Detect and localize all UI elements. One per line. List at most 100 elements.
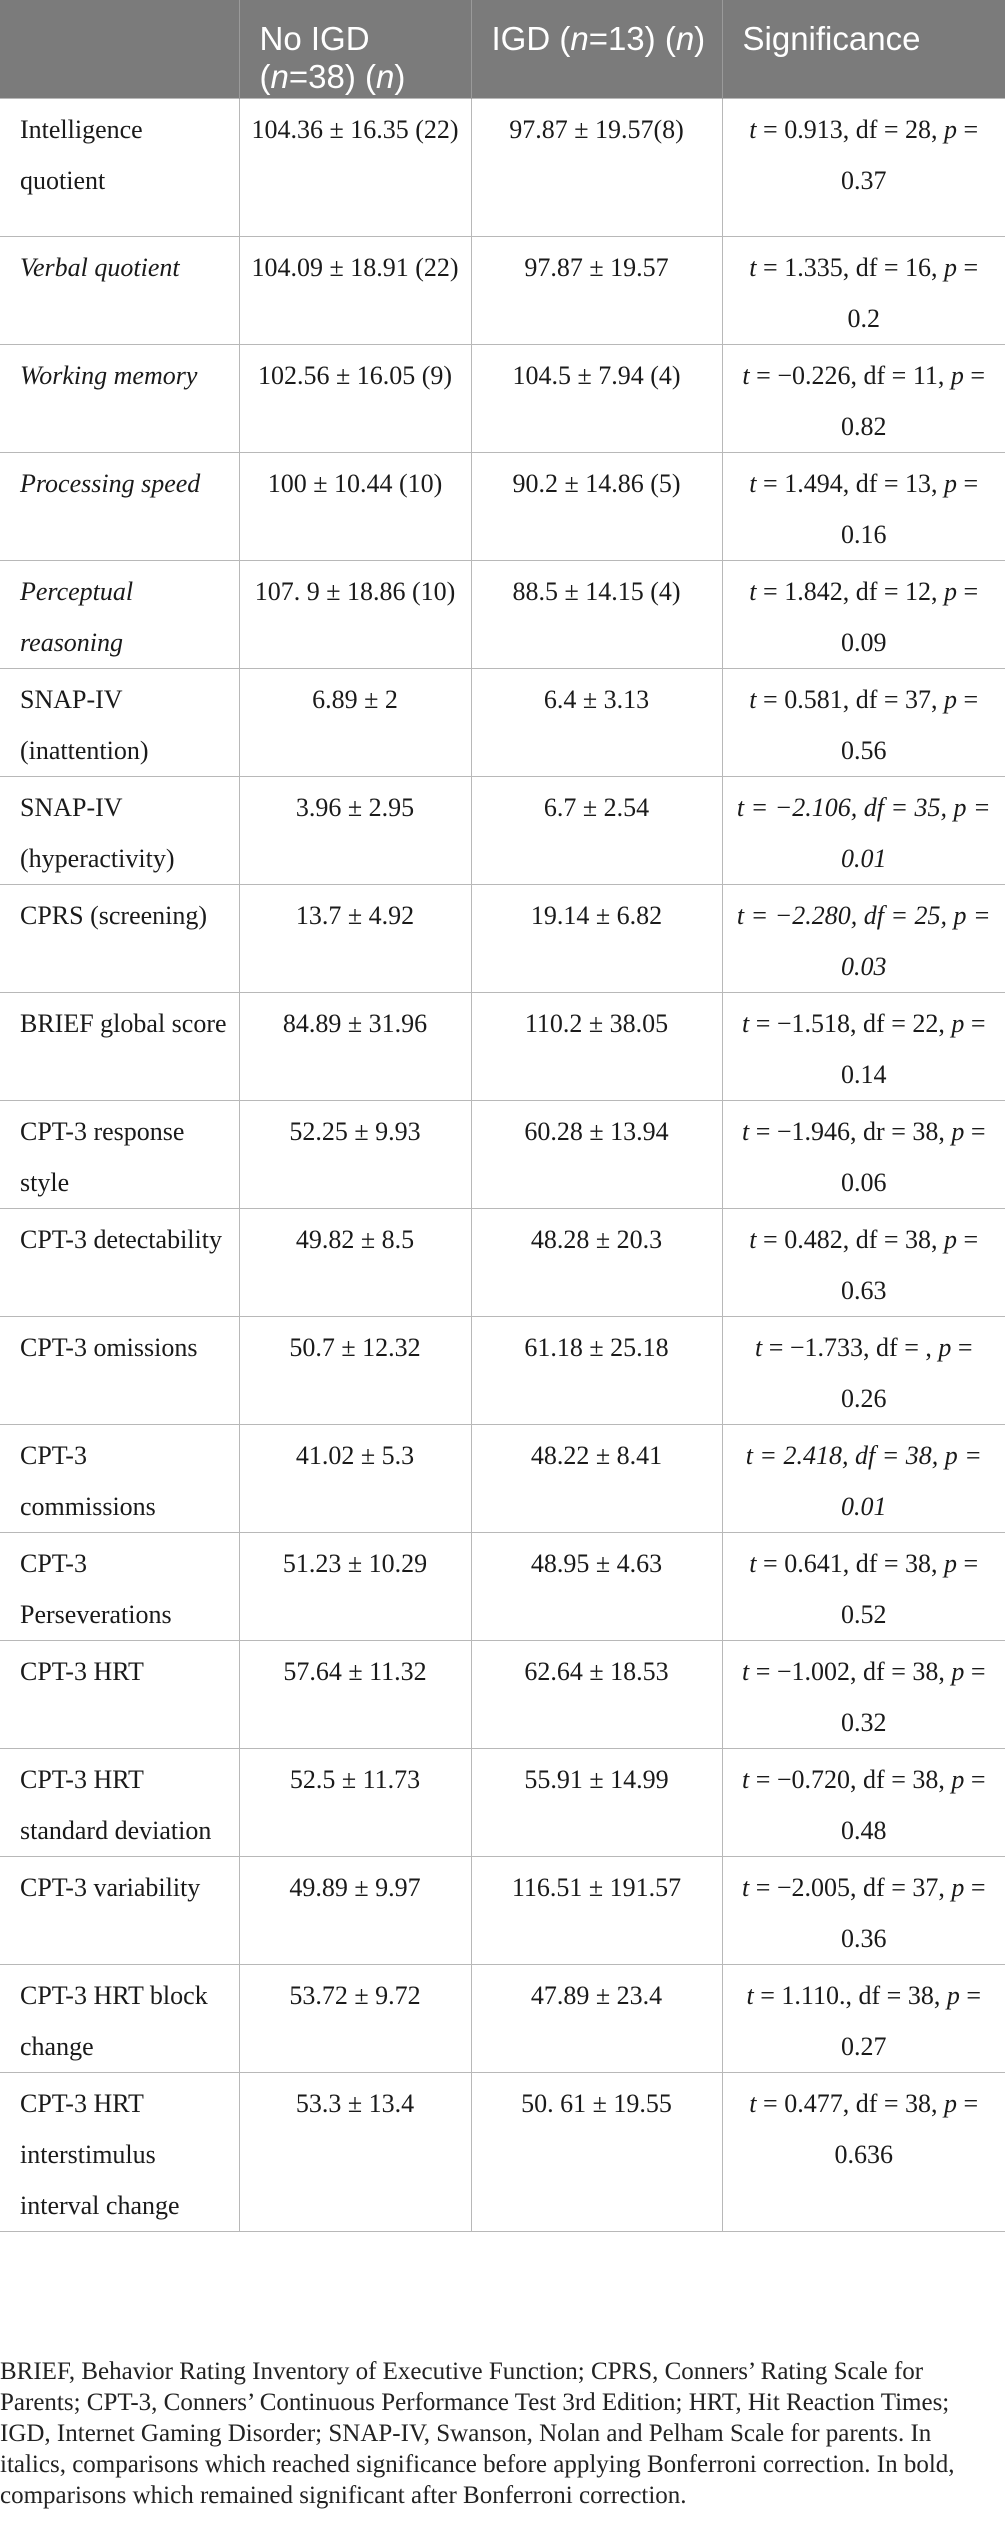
significance-value: t = 0.641, df = 38, p = 0.52 bbox=[721, 1531, 1005, 1640]
no-igd-value: 57.64 ± 11.32 bbox=[238, 1639, 471, 1748]
igd-value: 61.18 ± 25.18 bbox=[470, 1315, 722, 1424]
row-label: BRIEF global score bbox=[0, 991, 239, 1100]
table-header: No IGD (n=38) (n) IGD (n=13) (n) Signifi… bbox=[0, 0, 1005, 98]
significance-value: t = 2.418, df = 38, p = 0.01 bbox=[721, 1423, 1005, 1532]
table-row: CPT-3 response style 52.25 ± 9.93 60.28 ± … bbox=[0, 1099, 1005, 1208]
no-igd-value: 52.5 ± 11.73 bbox=[238, 1747, 471, 1856]
igd-value: 50. 61 ± 19.55 bbox=[470, 2071, 722, 2232]
significance-value: t = −0.226, df = 11, p = 0.82 bbox=[721, 343, 1005, 452]
row-label: CPT-3 response style bbox=[0, 1099, 239, 1208]
table-row: CPT-3 Perseverations 51.23 ± 10.29 48.95 ±… bbox=[0, 1531, 1005, 1640]
table-row: CPRS (screening) 13.7 ± 4.92 19.14 ± 6.82 t… bbox=[0, 883, 1005, 992]
significance-value: t = −2.106, df = 35, p = 0.01 bbox=[721, 775, 1005, 884]
significance-value: t = 0.581, df = 37, p = 0.56 bbox=[721, 667, 1005, 776]
significance-value: t = −2.005, df = 37, p = 0.36 bbox=[721, 1855, 1005, 1964]
row-label: Verbal quotient bbox=[0, 235, 239, 344]
significance-value: t = 1.842, df = 12, p = 0.09 bbox=[721, 559, 1005, 668]
table-row: CPT-3 HRT block change 53.72 ± 9.72 47.89 … bbox=[0, 1963, 1005, 2072]
table-body: Intelligence quotient 104.36 ± 16.35 (22)… bbox=[0, 97, 1005, 2232]
row-label: CPRS (screening) bbox=[0, 883, 239, 992]
row-label: Working memory bbox=[0, 343, 239, 452]
igd-value: 97.87 ± 19.57(8) bbox=[470, 97, 722, 236]
table-row: BRIEF global score 84.89 ± 31.96 110.2 ± 3… bbox=[0, 991, 1005, 1100]
igd-value: 48.95 ± 4.63 bbox=[470, 1531, 722, 1640]
significance-value: t = 1.335, df = 16, p = 0.2 bbox=[721, 235, 1005, 344]
no-igd-value: 104.36 ± 16.35 (22) bbox=[238, 97, 471, 236]
row-label: Perceptual reasoning bbox=[0, 559, 239, 668]
significance-value: t = 0.477, df = 38, p = 0.636 bbox=[721, 2071, 1005, 2232]
igd-value: 6.4 ± 3.13 bbox=[470, 667, 722, 776]
igd-value: 97.87 ± 19.57 bbox=[470, 235, 722, 344]
table-row: CPT-3 HRT interstimulus interval change 5… bbox=[0, 2071, 1005, 2232]
no-igd-value: 102.56 ± 16.05 (9) bbox=[238, 343, 471, 452]
row-label: SNAP-IV (hyperactivity) bbox=[0, 775, 239, 884]
igd-value: 104.5 ± 7.94 (4) bbox=[470, 343, 722, 452]
igd-value: 47.89 ± 23.4 bbox=[470, 1963, 722, 2072]
no-igd-value: 6.89 ± 2 bbox=[238, 667, 471, 776]
no-igd-value: 41.02 ± 5.3 bbox=[238, 1423, 471, 1532]
significance-value: t = 0.482, df = 38, p = 0.63 bbox=[721, 1207, 1005, 1316]
igd-value: 116.51 ± 191.57 bbox=[470, 1855, 722, 1964]
table-footnote: BRIEF, Behavior Rating Inventory of Exec… bbox=[0, 2358, 955, 2509]
significance-value: t = 1.494, df = 13, p = 0.16 bbox=[721, 451, 1005, 560]
igd-value: 110.2 ± 38.05 bbox=[470, 991, 722, 1100]
row-label: CPT-3 detectability bbox=[0, 1207, 239, 1316]
row-label: CPT-3 variability bbox=[0, 1855, 239, 1964]
row-label: CPT-3 commissions bbox=[0, 1423, 239, 1532]
row-label: CPT-3 HRT block change bbox=[0, 1963, 239, 2072]
igd-value: 55.91 ± 14.99 bbox=[470, 1747, 722, 1856]
table-row: Intelligence quotient 104.36 ± 16.35 (22)… bbox=[0, 97, 1005, 236]
row-label: CPT-3 HRT standard deviation bbox=[0, 1747, 239, 1856]
table-row: SNAP-IV (hyperactivity) 3.96 ± 2.95 6.7 ± … bbox=[0, 775, 1005, 884]
no-igd-value: 53.3 ± 13.4 bbox=[238, 2071, 471, 2232]
header-igd: IGD (n=13) (n) bbox=[470, 0, 722, 98]
significance-value: t = −1.518, df = 22, p = 0.14 bbox=[721, 991, 1005, 1100]
comparison-table: No IGD (n=38) (n) IGD (n=13) (n) Signifi… bbox=[0, 0, 1005, 2232]
table-row: CPT-3 HRT standard deviation 52.5 ± 11.73… bbox=[0, 1747, 1005, 1856]
no-igd-value: 49.82 ± 8.5 bbox=[238, 1207, 471, 1316]
row-label: CPT-3 omissions bbox=[0, 1315, 239, 1424]
no-igd-value: 51.23 ± 10.29 bbox=[238, 1531, 471, 1640]
table-row: Working memory 102.56 ± 16.05 (9) 104.5 ± … bbox=[0, 343, 1005, 452]
table-row: CPT-3 variability 49.89 ± 9.97 116.51 ± 19… bbox=[0, 1855, 1005, 1964]
table-row: CPT-3 HRT 57.64 ± 11.32 62.64 ± 18.53 t = −… bbox=[0, 1639, 1005, 1748]
no-igd-value: 52.25 ± 9.93 bbox=[238, 1099, 471, 1208]
igd-value: 62.64 ± 18.53 bbox=[470, 1639, 722, 1748]
significance-value: t = −1.002, df = 38, p = 0.32 bbox=[721, 1639, 1005, 1748]
igd-value: 60.28 ± 13.94 bbox=[470, 1099, 722, 1208]
significance-value: t = −0.720, df = 38, p = 0.48 bbox=[721, 1747, 1005, 1856]
significance-value: t = −1.946, dr = 38, p = 0.06 bbox=[721, 1099, 1005, 1208]
table-row: CPT-3 commissions 41.02 ± 5.3 48.22 ± 8.41… bbox=[0, 1423, 1005, 1532]
significance-value: t = −1.733, df = , p = 0.26 bbox=[721, 1315, 1005, 1424]
no-igd-value: 13.7 ± 4.92 bbox=[238, 883, 471, 992]
significance-value: t = −2.280, df = 25, p = 0.03 bbox=[721, 883, 1005, 992]
igd-value: 19.14 ± 6.82 bbox=[470, 883, 722, 992]
no-igd-value: 100 ± 10.44 (10) bbox=[238, 451, 471, 560]
igd-value: 48.22 ± 8.41 bbox=[470, 1423, 722, 1532]
igd-value: 6.7 ± 2.54 bbox=[470, 775, 722, 884]
igd-value: 90.2 ± 14.86 (5) bbox=[470, 451, 722, 560]
table-row: Processing speed 100 ± 10.44 (10) 90.2 ± 1… bbox=[0, 451, 1005, 560]
header-no-igd: No IGD (n=38) (n) bbox=[238, 0, 471, 98]
significance-value: t = 1.110., df = 38, p = 0.27 bbox=[721, 1963, 1005, 2072]
igd-value: 88.5 ± 14.15 (4) bbox=[470, 559, 722, 668]
no-igd-value: 53.72 ± 9.72 bbox=[238, 1963, 471, 2072]
table-row: Verbal quotient 104.09 ± 18.91 (22) 97.87 … bbox=[0, 235, 1005, 344]
header-variable bbox=[0, 0, 239, 98]
header-significance: Significance bbox=[721, 0, 1005, 98]
table-row: CPT-3 detectability 49.82 ± 8.5 48.28 ± 20… bbox=[0, 1207, 1005, 1316]
row-label: Processing speed bbox=[0, 451, 239, 560]
row-label: CPT-3 Perseverations bbox=[0, 1531, 239, 1640]
row-label: CPT-3 HRT interstimulus interval change bbox=[0, 2071, 239, 2232]
no-igd-value: 50.7 ± 12.32 bbox=[238, 1315, 471, 1424]
table-row: SNAP-IV (inattention) 6.89 ± 2 6.4 ± 3.13 t… bbox=[0, 667, 1005, 776]
row-label: SNAP-IV (inattention) bbox=[0, 667, 239, 776]
significance-value: t = 0.913, df = 28, p = 0.37 bbox=[721, 97, 1005, 236]
table-row: CPT-3 omissions 50.7 ± 12.32 61.18 ± 25.18… bbox=[0, 1315, 1005, 1424]
no-igd-value: 104.09 ± 18.91 (22) bbox=[238, 235, 471, 344]
no-igd-value: 84.89 ± 31.96 bbox=[238, 991, 471, 1100]
no-igd-value: 49.89 ± 9.97 bbox=[238, 1855, 471, 1964]
igd-value: 48.28 ± 20.3 bbox=[470, 1207, 722, 1316]
no-igd-value: 3.96 ± 2.95 bbox=[238, 775, 471, 884]
row-label: Intelligence quotient bbox=[0, 97, 239, 236]
